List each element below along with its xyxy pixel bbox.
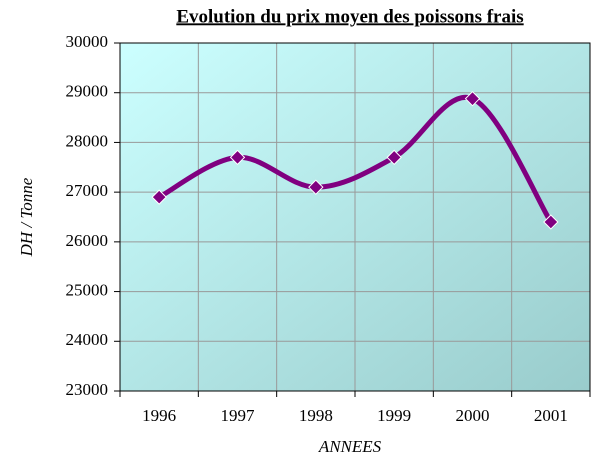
- y-tick-label: 25000: [66, 280, 109, 299]
- y-tick-label: 26000: [66, 231, 109, 250]
- y-tick-label: 30000: [66, 32, 109, 51]
- y-tick-label: 28000: [66, 131, 109, 150]
- x-tick-label: 2000: [456, 406, 490, 425]
- y-axis-label: DH / Tonne: [17, 177, 36, 257]
- marker: [151, 189, 167, 205]
- plot-border: [119, 42, 591, 392]
- y-tick-label: 23000: [66, 380, 109, 399]
- marker: [386, 149, 402, 166]
- x-axis-label: ANNEES: [318, 437, 382, 456]
- x-tick-label: 1998: [299, 406, 333, 425]
- y-tick-label: 27000: [66, 181, 109, 200]
- y-tick-label: 29000: [66, 82, 109, 101]
- marker: [229, 149, 246, 166]
- chart-title: Evolution du prix moyen des poissons fra…: [176, 6, 523, 27]
- x-tick-label: 1996: [142, 406, 176, 425]
- marker: [464, 90, 481, 107]
- marker: [308, 179, 324, 195]
- x-tick-label: 1999: [377, 406, 411, 425]
- y-tick-label: 24000: [66, 330, 109, 349]
- marker: [543, 214, 559, 230]
- x-tick-label: 1997: [221, 406, 256, 425]
- x-tick-label: 2001: [534, 406, 568, 425]
